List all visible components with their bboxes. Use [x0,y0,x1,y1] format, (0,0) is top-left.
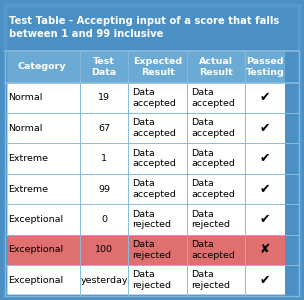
Bar [128,235,187,265]
Bar [245,113,285,143]
Bar [80,204,128,235]
Text: Expected
Result: Expected Result [133,57,182,76]
Bar [187,204,245,235]
Bar [128,51,187,83]
Text: ✔: ✔ [260,122,270,135]
Bar [187,113,245,143]
Text: Data
accepted: Data accepted [132,118,176,138]
Text: Data
accepted: Data accepted [191,149,235,168]
Bar [245,235,285,265]
Text: ✘: ✘ [260,243,270,256]
Bar [187,235,245,265]
Text: Exceptional: Exceptional [8,276,63,285]
Text: Extreme: Extreme [8,184,48,194]
Text: 1: 1 [101,154,107,163]
Bar [245,265,285,296]
Bar [80,265,128,296]
Bar [245,204,285,235]
Bar [80,143,128,174]
Text: Data
rejected: Data rejected [132,210,171,229]
Text: Data
accepted: Data accepted [191,118,235,138]
Bar [187,51,245,83]
Text: Test Table - Accepting input of a score that falls
between 1 and 99 inclusive: Test Table - Accepting input of a score … [9,16,279,39]
Text: Normal: Normal [8,124,43,133]
Bar [5,143,80,174]
Bar [5,51,80,83]
Bar [5,235,80,265]
Text: Actual
Result: Actual Result [199,57,233,76]
Bar [5,174,80,204]
Bar [80,174,128,204]
Text: 99: 99 [98,184,110,194]
Text: 19: 19 [98,93,110,102]
Text: Data
rejected: Data rejected [191,270,230,290]
Text: ✔: ✔ [260,91,270,104]
Text: ✔: ✔ [260,182,270,196]
Bar [245,174,285,204]
Bar [245,82,285,113]
Text: Data
rejected: Data rejected [132,240,171,260]
Bar [5,82,80,113]
Bar [5,113,80,143]
Bar [80,82,128,113]
Bar [5,204,80,235]
Text: Passed
Testing: Passed Testing [245,57,284,76]
Bar [128,265,187,296]
Text: Data
accepted: Data accepted [191,179,235,199]
Text: Exceptional: Exceptional [8,245,63,254]
Bar [128,174,187,204]
Text: Data
rejected: Data rejected [191,210,230,229]
Text: Data
accepted: Data accepted [132,88,176,108]
Text: Category: Category [18,62,67,71]
Text: ✔: ✔ [260,152,270,165]
Bar [245,143,285,174]
Text: 0: 0 [101,215,107,224]
Text: ✔: ✔ [260,213,270,226]
Bar [128,143,187,174]
Bar [187,82,245,113]
Text: ✔: ✔ [260,274,270,287]
Text: Data
accepted: Data accepted [191,240,235,260]
Text: 67: 67 [98,124,110,133]
Text: Data
accepted: Data accepted [191,88,235,108]
Bar [187,265,245,296]
Text: Data
accepted: Data accepted [132,179,176,199]
Bar [128,113,187,143]
Bar [128,82,187,113]
Text: Data
accepted: Data accepted [132,149,176,168]
Bar [187,143,245,174]
Bar [187,174,245,204]
Text: yesterday: yesterday [80,276,128,285]
Bar [80,51,128,83]
Bar [128,204,187,235]
Text: Exceptional: Exceptional [8,215,63,224]
Bar [5,265,80,296]
Bar [80,235,128,265]
Text: Data
rejected: Data rejected [132,270,171,290]
Bar [245,51,285,83]
Bar [80,113,128,143]
Text: 100: 100 [95,245,113,254]
Text: Test
Data: Test Data [92,57,117,76]
Text: Extreme: Extreme [8,154,48,163]
Text: Normal: Normal [8,93,43,102]
Bar [5,4,299,51]
